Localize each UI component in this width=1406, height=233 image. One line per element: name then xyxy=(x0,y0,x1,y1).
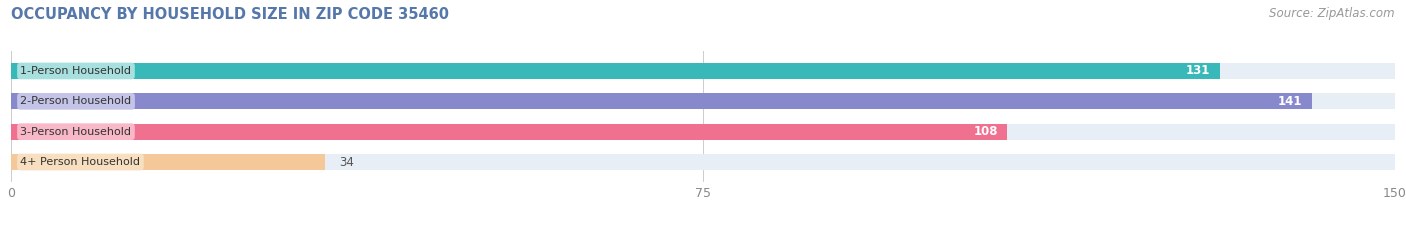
Bar xyxy=(11,93,1312,109)
Text: 131: 131 xyxy=(1185,65,1211,78)
Bar xyxy=(11,154,325,170)
Text: 108: 108 xyxy=(973,125,998,138)
Text: 2-Person Household: 2-Person Household xyxy=(21,96,132,106)
Bar xyxy=(11,124,1395,140)
Text: 4+ Person Household: 4+ Person Household xyxy=(21,157,141,167)
Bar xyxy=(11,63,1219,79)
Bar xyxy=(11,124,1007,140)
Text: Source: ZipAtlas.com: Source: ZipAtlas.com xyxy=(1270,7,1395,20)
Text: 3-Person Household: 3-Person Household xyxy=(21,127,132,137)
Text: 1-Person Household: 1-Person Household xyxy=(21,66,132,76)
Bar xyxy=(11,154,1395,170)
Bar xyxy=(11,93,1395,109)
Text: OCCUPANCY BY HOUSEHOLD SIZE IN ZIP CODE 35460: OCCUPANCY BY HOUSEHOLD SIZE IN ZIP CODE … xyxy=(11,7,450,22)
Text: 34: 34 xyxy=(339,155,353,168)
Bar xyxy=(11,63,1395,79)
Text: 141: 141 xyxy=(1278,95,1302,108)
